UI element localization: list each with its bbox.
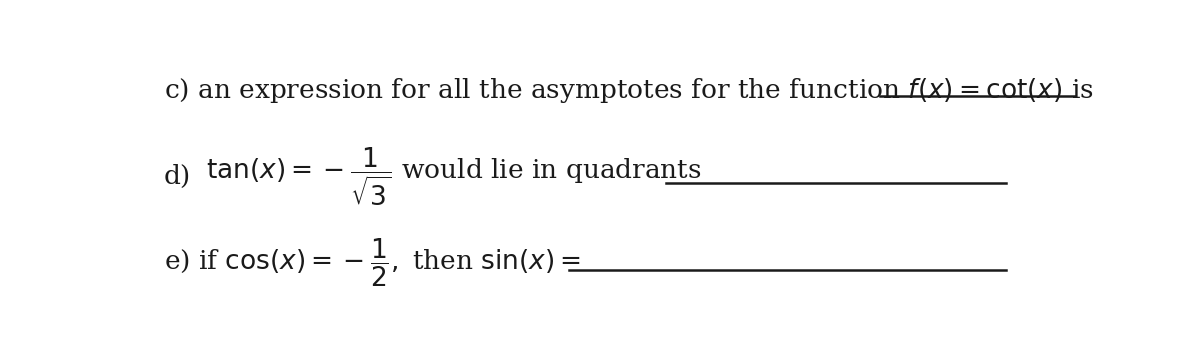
Text: e) if $\cos(x) = -\dfrac{1}{2},$ then $\sin(x) =$: e) if $\cos(x) = -\dfrac{1}{2},$ then $\… xyxy=(164,237,581,289)
Text: $\tan(x) = -\dfrac{1}{\sqrt{3}}$ would lie in quadrants: $\tan(x) = -\dfrac{1}{\sqrt{3}}$ would l… xyxy=(206,145,702,208)
Text: d): d) xyxy=(164,164,191,189)
Text: c) an expression for all the asymptotes for the function $f(x) = \cot(x)$ is: c) an expression for all the asymptotes … xyxy=(164,76,1093,105)
